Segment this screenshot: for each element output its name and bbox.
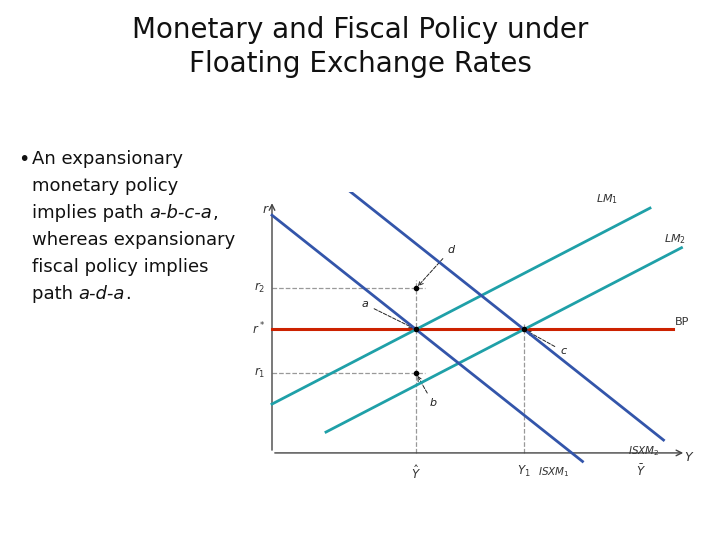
- Text: a-b-c-a: a-b-c-a: [149, 204, 212, 222]
- Text: $\bar{Y}$: $\bar{Y}$: [636, 464, 646, 480]
- Text: Y: Y: [685, 451, 692, 464]
- Text: •: •: [18, 150, 30, 170]
- Text: $Y_1$: $Y_1$: [517, 464, 531, 479]
- Text: path: path: [32, 285, 78, 302]
- Text: $r_2$: $r_2$: [254, 281, 265, 295]
- Text: $LM_1$: $LM_1$: [596, 193, 618, 206]
- Text: c: c: [527, 331, 566, 356]
- Text: Macroeconomics: Macroeconomics: [360, 501, 459, 514]
- Text: by Graeme Chamberlin and Linda Yueh ISBN 1-84480-042-1: by Graeme Chamberlin and Linda Yueh ISBN…: [183, 514, 537, 527]
- Text: a: a: [362, 300, 413, 328]
- Text: $r_1$: $r_1$: [254, 366, 265, 380]
- Text: An expansionary: An expansionary: [32, 150, 183, 168]
- Text: © 2006 Cengage Learning: © 2006 Cengage Learning: [282, 527, 438, 540]
- Text: whereas expansionary: whereas expansionary: [32, 231, 235, 249]
- Text: $ISXM_1$: $ISXM_1$: [538, 465, 570, 479]
- Text: $ISXM_2$: $ISXM_2$: [628, 444, 659, 457]
- Text: $LM_2$: $LM_2$: [664, 232, 685, 246]
- Text: monetary policy: monetary policy: [32, 177, 179, 195]
- Text: implies path: implies path: [32, 204, 149, 222]
- Text: BP: BP: [675, 316, 689, 327]
- Text: d: d: [418, 245, 454, 285]
- Text: b: b: [418, 377, 436, 408]
- Text: fiscal policy implies: fiscal policy implies: [32, 258, 209, 276]
- Text: Monetary and Fiscal Policy under
Floating Exchange Rates: Monetary and Fiscal Policy under Floatin…: [132, 16, 588, 78]
- Text: $\hat{Y}$: $\hat{Y}$: [411, 464, 421, 482]
- Text: Use with: Use with: [305, 501, 360, 514]
- Text: $r^*$: $r^*$: [252, 321, 265, 338]
- Text: a-d-a: a-d-a: [78, 285, 125, 302]
- Text: .: .: [125, 285, 131, 302]
- Text: ,: ,: [212, 204, 218, 222]
- Text: r: r: [262, 203, 268, 216]
